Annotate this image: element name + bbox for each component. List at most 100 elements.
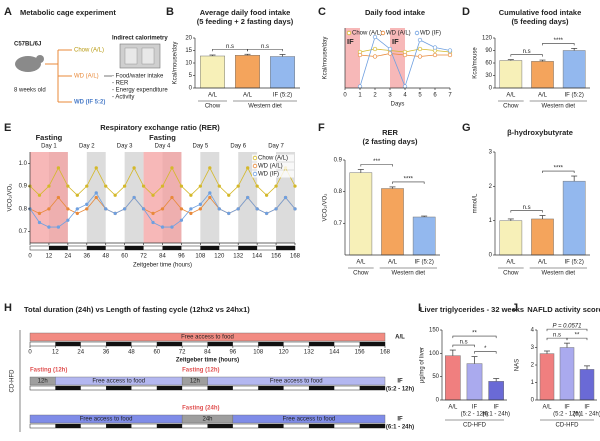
data-point (170, 195, 174, 200)
day-label: Day 6 (230, 144, 246, 150)
data-point (75, 193, 79, 197)
chart-title: RER (382, 128, 398, 137)
dark-bar (359, 386, 385, 390)
legend-label: Chow (A/L) (258, 156, 288, 162)
y-tick-label: 0 (489, 253, 493, 259)
data-point (132, 195, 136, 200)
data-point (170, 166, 174, 170)
bar (562, 180, 586, 256)
legend-marker (380, 30, 386, 36)
x-tick-label: A/L (506, 260, 516, 266)
x-tick-label: A/L (243, 93, 253, 99)
x-tick-note: (5:2 - 12h) (461, 412, 489, 418)
x-tick-label: 36 (83, 254, 90, 260)
bar (499, 220, 523, 256)
data-point (208, 195, 212, 200)
legend-label: WD (IF) (420, 31, 441, 37)
bar (349, 172, 373, 256)
data-point (432, 45, 438, 50)
bar (200, 55, 225, 89)
data-point (208, 166, 212, 170)
legend-marker (252, 163, 258, 169)
bar (499, 60, 523, 89)
data-point (179, 218, 184, 222)
data-point (151, 193, 155, 197)
x-tick-label: A/L (356, 260, 366, 266)
y-tick-label: 120 (482, 36, 493, 42)
data-point (417, 46, 423, 52)
fasting-label: Fasting (149, 133, 176, 142)
bar (488, 381, 505, 401)
x-tick-label: 0 (28, 254, 32, 260)
significance-label: n.s (460, 340, 468, 346)
data-point (198, 207, 203, 211)
segment-text: Free access to food (181, 335, 234, 341)
y-tick-label: 1.0 (19, 161, 28, 167)
significance-bracket (452, 344, 475, 348)
dark-bar (48, 246, 68, 250)
y-tick-label: 10 (185, 61, 192, 67)
data-point (75, 207, 79, 211)
data-point (264, 193, 269, 197)
data-point (236, 207, 240, 211)
y-tick-label: 3 (489, 150, 493, 156)
data-point (151, 211, 155, 216)
data-point (283, 195, 288, 200)
group-label: Chow (353, 271, 369, 277)
legend-marker (414, 30, 420, 36)
data-point (189, 207, 193, 211)
x-tick-label: 24 (65, 254, 72, 260)
bar (559, 347, 575, 401)
schedule-segment (29, 332, 386, 342)
data-point (246, 166, 250, 170)
dark-bar (207, 386, 233, 390)
y-tick-label: 20 (185, 36, 192, 42)
data-point (198, 184, 203, 188)
dark-bar (308, 342, 335, 346)
dark-bar (276, 246, 295, 250)
mouse-icon (15, 56, 41, 72)
y-tick-label: 100 (429, 351, 440, 357)
group-label: CD-HFD (463, 423, 487, 429)
x-tick-label: 156 (271, 254, 282, 260)
y-axis-label: VCO₂/VO₂ (8, 183, 14, 212)
fasting-label: IF (392, 37, 399, 46)
data-point (56, 225, 61, 229)
legend-label: WD (A/L) (258, 164, 283, 170)
segment-text: Free access to food (283, 417, 336, 423)
dark-bar (308, 386, 335, 390)
data-point (122, 207, 127, 211)
bar (531, 61, 554, 89)
panel-letter: D (462, 6, 470, 18)
segment-text: 12h (190, 379, 200, 385)
row-label: A/L (395, 335, 405, 341)
dark-bar (86, 246, 106, 250)
x-tick-label: IF (5:2) (414, 260, 433, 266)
x-tick-label: 1 (358, 93, 362, 99)
x-tick-note: (6:1 - 24h) (482, 412, 510, 418)
row-label: IF (397, 417, 403, 423)
x-tick-label: 0 (28, 350, 32, 356)
fasting-period (390, 28, 405, 88)
group-label: Chow (A/L) (74, 48, 104, 54)
dark-bar (359, 342, 385, 346)
data-point (417, 37, 423, 43)
x-tick-label: 84 (204, 350, 211, 356)
row-note: (5:2 - 12h) (386, 387, 414, 393)
data-point (66, 184, 70, 188)
y-tick-label: 4 (531, 328, 535, 334)
significance-label: * (484, 346, 487, 352)
y-tick-label: 2 (531, 363, 535, 369)
data-point (47, 207, 51, 211)
significance-bracket (566, 337, 588, 341)
dark-bar (106, 342, 132, 346)
x-tick-label: IF (493, 405, 499, 411)
data-point (56, 166, 61, 170)
x-tick-label: 36 (103, 350, 110, 356)
data-point (293, 184, 297, 188)
data-point (160, 225, 165, 229)
dark-bar (308, 424, 335, 428)
fasting-label: Fasting (12h) (30, 368, 67, 374)
